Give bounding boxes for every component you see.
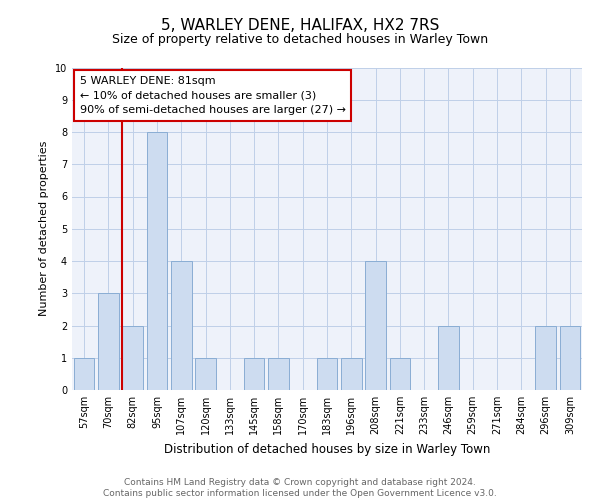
Bar: [195, 358, 216, 390]
X-axis label: Distribution of detached houses by size in Warley Town: Distribution of detached houses by size …: [164, 442, 490, 456]
Text: Size of property relative to detached houses in Warley Town: Size of property relative to detached ho…: [112, 32, 488, 46]
Bar: [389, 358, 410, 390]
Bar: [438, 326, 459, 390]
Bar: [535, 326, 556, 390]
Y-axis label: Number of detached properties: Number of detached properties: [40, 141, 49, 316]
Bar: [146, 132, 167, 390]
Text: 5 WARLEY DENE: 81sqm
← 10% of detached houses are smaller (3)
90% of semi-detach: 5 WARLEY DENE: 81sqm ← 10% of detached h…: [80, 76, 346, 115]
Bar: [74, 358, 94, 390]
Bar: [341, 358, 362, 390]
Bar: [98, 293, 119, 390]
Text: 5, WARLEY DENE, HALIFAX, HX2 7RS: 5, WARLEY DENE, HALIFAX, HX2 7RS: [161, 18, 439, 32]
Text: Contains HM Land Registry data © Crown copyright and database right 2024.
Contai: Contains HM Land Registry data © Crown c…: [103, 478, 497, 498]
Bar: [365, 261, 386, 390]
Bar: [122, 326, 143, 390]
Bar: [244, 358, 265, 390]
Bar: [317, 358, 337, 390]
Bar: [560, 326, 580, 390]
Bar: [268, 358, 289, 390]
Bar: [171, 261, 191, 390]
